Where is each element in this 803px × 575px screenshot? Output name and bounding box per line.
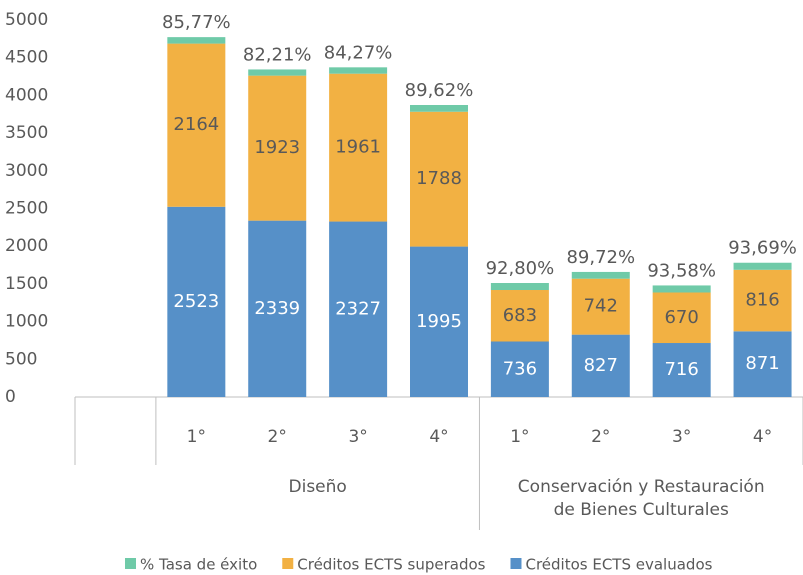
y-tick-label: 2500 [5, 199, 48, 219]
bar-segment [248, 69, 307, 76]
value-label: 1995 [416, 311, 462, 332]
bar-segment [733, 331, 792, 397]
bar-segment [571, 271, 630, 279]
value-label: 2523 [173, 291, 219, 312]
value-label: 2339 [254, 298, 300, 319]
bar-segment [329, 73, 388, 222]
value-label: 827 [584, 355, 618, 376]
group-label: Conservación y Restauración [518, 477, 765, 497]
value-label: 93,58% [647, 260, 716, 281]
bar-segment [733, 269, 792, 332]
value-label: 82,21% [243, 44, 312, 65]
y-tick-label: 500 [5, 349, 37, 369]
value-label: 670 [664, 307, 698, 328]
x-tick-label: 2° [268, 427, 287, 447]
y-tick-label: 5000 [5, 10, 48, 30]
bar-segment [652, 285, 711, 293]
group-label: Diseño [289, 477, 347, 497]
bar-segment [248, 75, 307, 221]
x-tick-label: 3° [672, 427, 691, 447]
value-label: 2164 [173, 114, 219, 135]
value-label: 736 [503, 358, 537, 379]
bar-segment [410, 105, 468, 112]
x-tick-label: 4° [429, 427, 448, 447]
legend-label: Créditos ECTS evaluados [525, 556, 712, 574]
value-label: 84,27% [324, 42, 393, 63]
y-tick-label: 4000 [5, 85, 48, 105]
legend-label: Créditos ECTS superados [297, 556, 485, 574]
legend-label: % Tasa de éxito [140, 556, 257, 574]
value-label: 1788 [416, 168, 462, 189]
x-tick-label: 2° [591, 427, 610, 447]
value-label: 742 [584, 296, 618, 317]
x-tick-label: 3° [348, 427, 367, 447]
y-tick-label: 3500 [5, 123, 48, 143]
bar-segment [571, 278, 630, 335]
legend-swatch [282, 558, 294, 569]
bar-segment [410, 246, 468, 397]
value-label: 871 [745, 353, 779, 374]
value-label: 1923 [254, 137, 300, 158]
bar-segment [652, 343, 711, 397]
bar-segment [652, 292, 711, 344]
value-label: 2327 [335, 298, 381, 319]
legend-swatch [125, 558, 136, 569]
x-tick-label: 1° [510, 427, 529, 447]
value-label: 716 [664, 359, 698, 380]
value-label: 683 [503, 305, 537, 326]
bar-segment [410, 111, 468, 247]
value-label: 816 [745, 290, 779, 311]
bar-segment [167, 206, 226, 397]
bar-segment [490, 341, 549, 397]
y-tick-label: 4500 [5, 48, 48, 68]
bar-segment [571, 334, 630, 397]
value-label: 85,77% [162, 12, 231, 33]
value-label: 89,72% [566, 247, 635, 268]
value-label: 1961 [335, 137, 381, 158]
value-label: 93,69% [728, 238, 797, 259]
bar-segment [167, 43, 226, 207]
x-tick-label: 4° [753, 427, 772, 447]
y-tick-label: 0 [5, 387, 16, 407]
value-label: 92,80% [486, 258, 555, 279]
bar-segment [490, 283, 549, 291]
group-label: de Bienes Culturales [554, 500, 729, 520]
x-tick-label: 1° [187, 427, 206, 447]
bar-segment [248, 220, 307, 397]
bar-segment [490, 290, 549, 342]
bar-segment [733, 262, 792, 270]
bar-segment [329, 67, 388, 74]
y-tick-label: 2000 [5, 236, 48, 256]
bar-segment [329, 221, 388, 397]
y-tick-label: 1500 [5, 274, 48, 294]
legend-swatch [510, 558, 522, 569]
y-tick-label: 1000 [5, 312, 48, 332]
bar-segment [167, 37, 226, 44]
y-tick-label: 3000 [5, 161, 48, 181]
value-label: 89,62% [405, 80, 474, 101]
